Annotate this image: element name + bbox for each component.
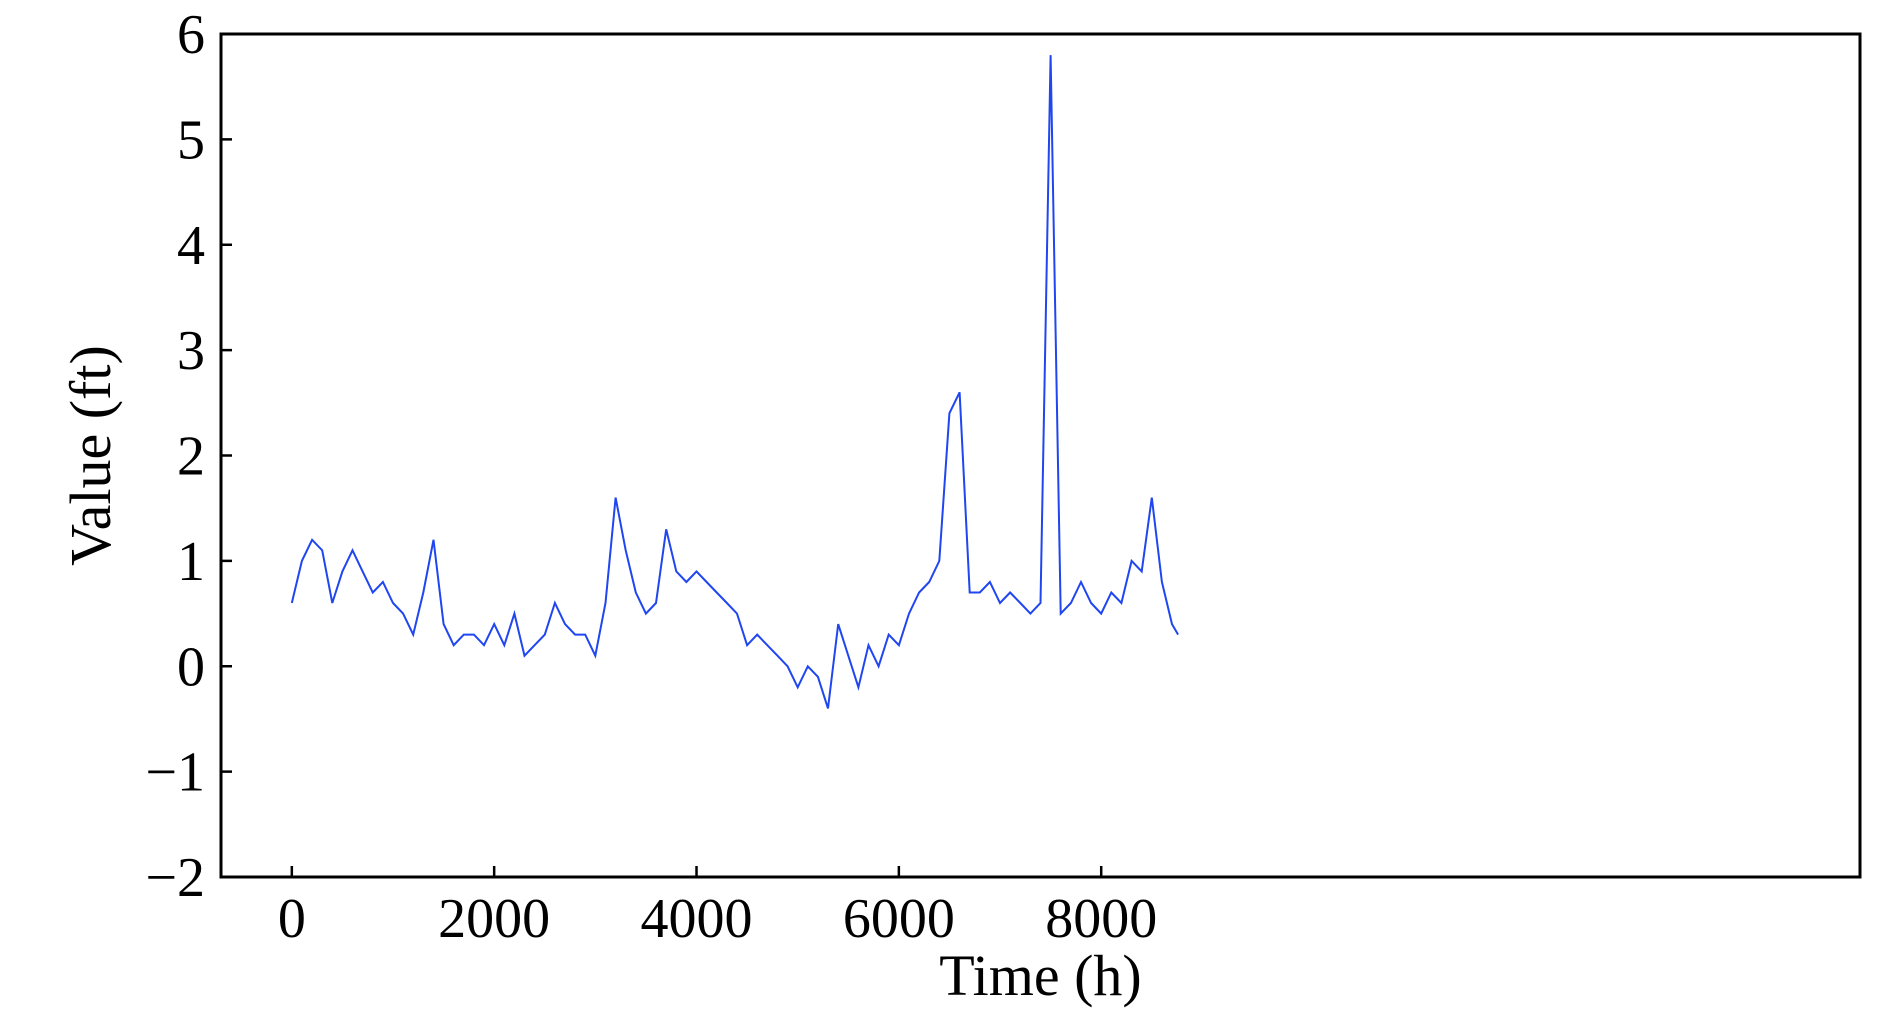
y-tick-label: 4: [177, 215, 205, 277]
y-tick-label: −2: [145, 847, 205, 909]
x-tick-label: 0: [278, 888, 306, 950]
y-tick-label: 2: [177, 426, 205, 488]
ticks: [221, 32, 1103, 879]
y-tick-label: 1: [177, 531, 205, 593]
y-tick-label: 0: [177, 636, 205, 698]
series-line: [290, 55, 1179, 709]
y-tick-label: 5: [177, 109, 205, 171]
x-tick-label: 4000: [641, 888, 753, 950]
y-axis-label: Value (ft): [58, 345, 123, 566]
y-tick-label: −1: [145, 742, 205, 804]
y-tick-label: 6: [177, 4, 205, 66]
x-tick-label: 2000: [438, 888, 550, 950]
plot-frame: [219, 32, 1862, 879]
x-tick-label: 6000: [843, 888, 955, 950]
x-axis-label: Time (h): [939, 943, 1142, 1008]
y-tick-label: 3: [177, 320, 205, 382]
tick-labels: 0 2000 4000 6000 8000 −2 −1 0 1 2 3 4 5 6: [145, 4, 1157, 950]
x-tick-label: 8000: [1045, 888, 1157, 950]
